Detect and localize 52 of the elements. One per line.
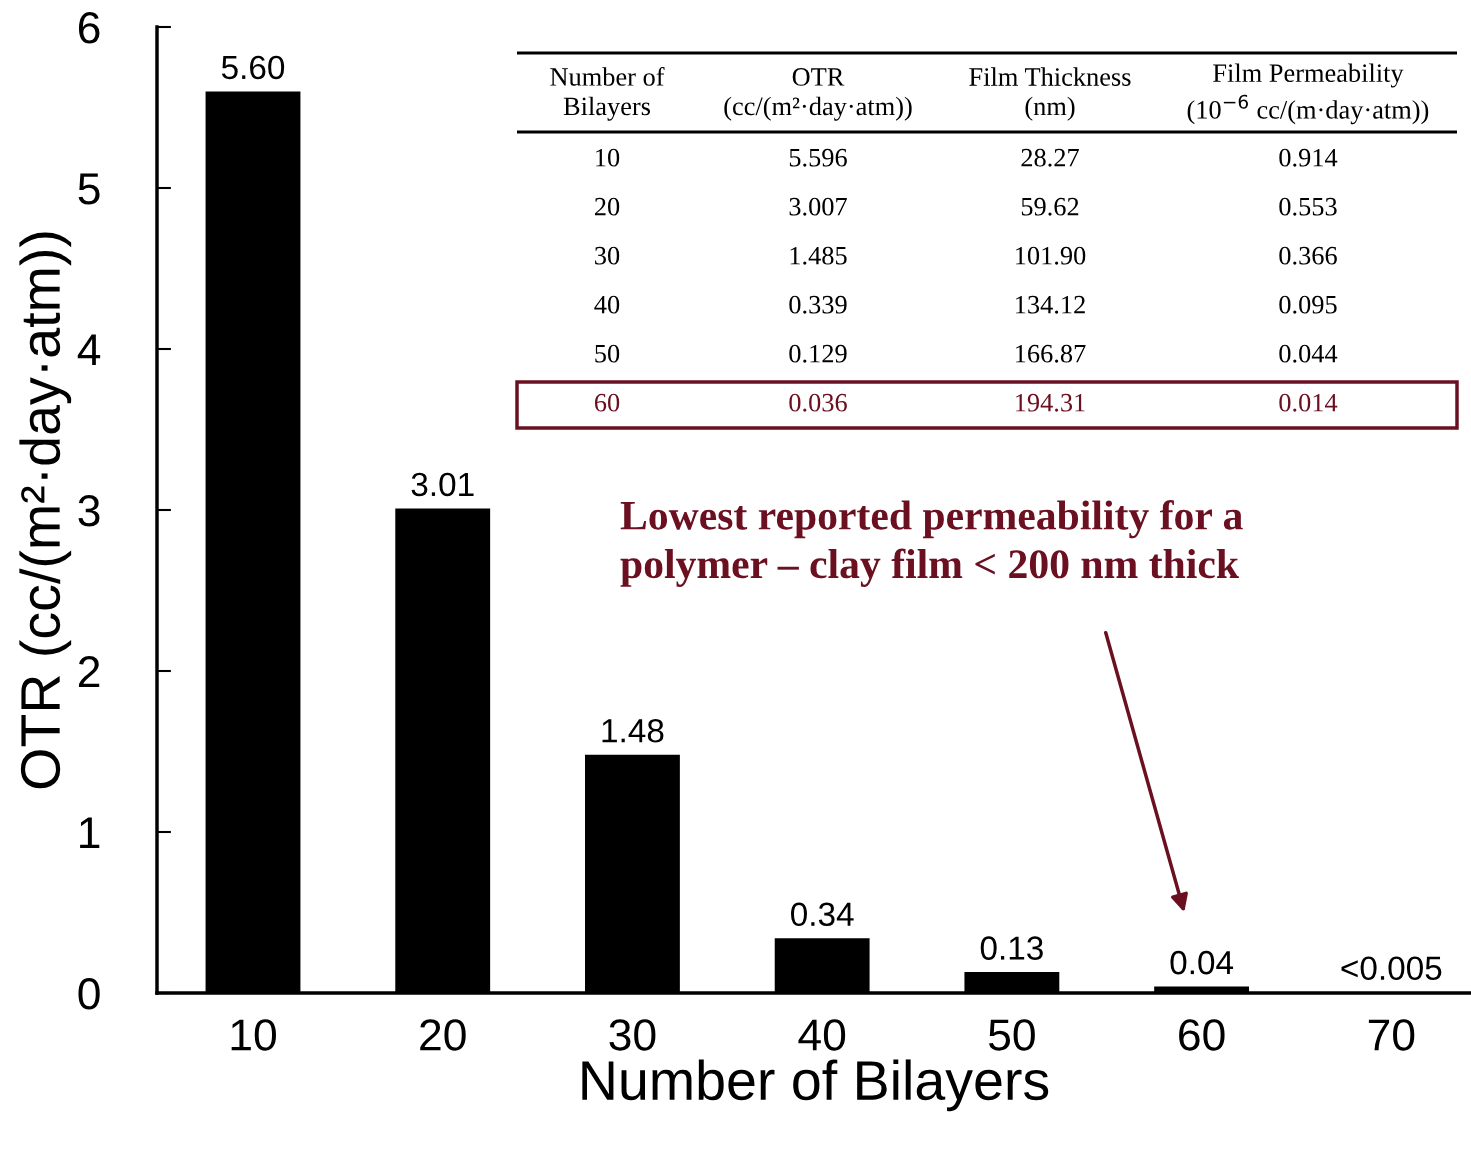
annotation: 20 bbox=[594, 197, 620, 216]
annotation: 0.366 bbox=[1279, 246, 1337, 265]
annotation: 134.12 bbox=[1016, 295, 1085, 314]
annotation: 50 bbox=[595, 344, 620, 363]
annotation: 194.31 bbox=[1016, 393, 1085, 412]
annotation: 0.339 bbox=[789, 295, 847, 314]
y-tick-label: 6 bbox=[78, 12, 100, 44]
x-tick-label: 10 bbox=[231, 1019, 276, 1051]
data-label: 5.60 bbox=[221, 55, 285, 80]
annotation: 0.036 bbox=[789, 393, 847, 412]
annotation: 101.90 bbox=[1016, 246, 1086, 265]
annotation: 0.553 bbox=[1279, 197, 1337, 216]
annotation: 59.62 bbox=[1021, 197, 1079, 216]
y-axis-title: OTR (cc/(m²·day·atm)) bbox=[19, 232, 72, 789]
x-tick-label: 30 bbox=[609, 1019, 656, 1051]
data-label: 0.13 bbox=[980, 936, 1043, 960]
annotation: 5.596 bbox=[789, 148, 847, 167]
annotation: 0.044 bbox=[1279, 344, 1338, 363]
data-label: 1.48 bbox=[602, 718, 664, 743]
y-tick-label: 5 bbox=[78, 173, 100, 205]
data-label: 0.04 bbox=[1170, 950, 1234, 975]
annotation: Number of Bilayers bbox=[550, 67, 665, 121]
data-label: <0.005 bbox=[1341, 956, 1442, 981]
y-tick-label: 3 bbox=[78, 495, 100, 527]
y-tick-label: 2 bbox=[78, 656, 100, 688]
x-tick-label: 50 bbox=[988, 1019, 1035, 1051]
y-tick-label: 4 bbox=[77, 334, 101, 366]
x-axis-title: Number of Bilayers bbox=[582, 1059, 1049, 1112]
annotation: 30 bbox=[595, 246, 620, 265]
annotation: 0.095 bbox=[1279, 295, 1337, 314]
y-tick-label: 1 bbox=[80, 817, 100, 849]
annotation: Film Permeability (10$^{−6}$ cc/(m·day·atm)) bbox=[1187, 63, 1429, 125]
annotation: OTR (cc/(m²·day·atm)) bbox=[724, 68, 912, 121]
annotation: 10 bbox=[596, 148, 620, 167]
annotation: 40 bbox=[594, 295, 620, 314]
data-label: 3.01 bbox=[411, 472, 474, 497]
annotation: 0.129 bbox=[789, 344, 847, 363]
data-label: 0.34 bbox=[791, 902, 854, 927]
annotation: 0.014 bbox=[1279, 393, 1338, 412]
y-tick-label: 0 bbox=[78, 978, 100, 1010]
annotation: 3.007 bbox=[789, 197, 847, 216]
x-tick-label: 20 bbox=[420, 1019, 466, 1051]
annotation: 166.87 bbox=[1016, 344, 1086, 363]
annotation: 0.914 bbox=[1279, 148, 1338, 167]
annotation: Lowest reported permeability for a polymer – clay film < 200 nm thick bbox=[620, 500, 1243, 587]
x-tick-label: 70 bbox=[1368, 1019, 1415, 1051]
x-tick-label: 60 bbox=[1179, 1019, 1225, 1051]
annotation: 1.485 bbox=[790, 246, 847, 265]
annotation: Film Thickness (nm) bbox=[969, 67, 1131, 121]
annotation: 60 bbox=[594, 393, 620, 412]
annotation: 28.27 bbox=[1021, 148, 1079, 167]
x-tick-label: 40 bbox=[798, 1019, 846, 1051]
